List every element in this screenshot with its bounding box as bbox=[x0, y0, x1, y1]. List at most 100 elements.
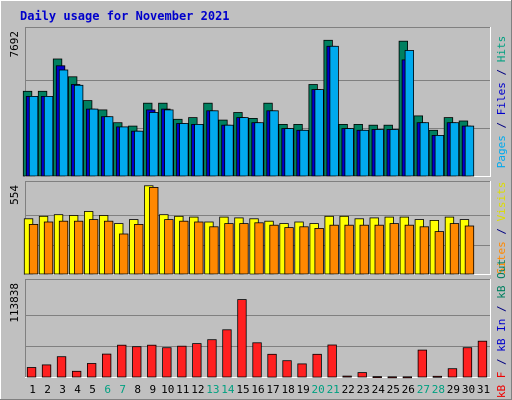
bar-kb-f bbox=[41, 364, 52, 378]
day-label: 19 bbox=[296, 383, 309, 396]
day-label: 30 bbox=[462, 383, 475, 396]
bar-kb-f bbox=[117, 344, 127, 378]
chart-panels: 7692 Pages / Files / Hits 554 Sites / Visit… bbox=[8, 27, 508, 398]
bar-sites bbox=[224, 223, 234, 275]
y-max-label: 7692 bbox=[8, 31, 21, 58]
bar-pages bbox=[89, 108, 99, 177]
day-label: 31 bbox=[477, 383, 490, 396]
bar-sites bbox=[329, 224, 339, 275]
legend-segment: kB Out bbox=[495, 259, 508, 299]
bar-pages bbox=[104, 116, 114, 177]
bar-pages bbox=[284, 128, 294, 177]
bar-kb-f bbox=[192, 343, 202, 378]
day-label: 9 bbox=[149, 383, 156, 396]
bar-sites bbox=[209, 226, 219, 275]
bar-sites bbox=[434, 231, 445, 275]
bar-pages bbox=[404, 50, 415, 177]
bar-kb-f bbox=[162, 347, 172, 378]
panel-hits-files-pages: 7692 Pages / Files / Hits bbox=[8, 27, 508, 177]
day-label: 8 bbox=[134, 383, 141, 396]
bar-kb-f bbox=[267, 353, 277, 378]
legend-segment: Hits bbox=[495, 36, 508, 63]
bar-kb-f bbox=[327, 344, 337, 378]
bar-kb-f bbox=[342, 375, 352, 378]
bar-sites bbox=[359, 224, 369, 275]
bar-kb-f bbox=[282, 360, 292, 378]
day-label: 26 bbox=[402, 383, 415, 396]
bar-sites bbox=[239, 223, 249, 275]
legend-segment: Sites bbox=[495, 241, 508, 274]
bar-kb-f bbox=[222, 329, 232, 378]
bar-pages bbox=[119, 126, 129, 177]
bar-sites bbox=[449, 223, 460, 275]
bar-pages bbox=[314, 89, 324, 177]
day-label: 15 bbox=[236, 383, 249, 396]
bar-sites bbox=[389, 223, 399, 275]
bar-sites bbox=[43, 221, 54, 275]
bar-kb-f bbox=[477, 340, 488, 378]
bar-pages bbox=[254, 122, 264, 177]
bar-sites bbox=[344, 224, 354, 275]
day-label: 3 bbox=[59, 383, 66, 396]
bar-kb-f bbox=[237, 299, 247, 378]
bar-sites bbox=[314, 227, 324, 275]
bar-pages bbox=[224, 124, 234, 177]
bar-sites bbox=[419, 226, 430, 275]
bar-pages bbox=[329, 45, 339, 177]
day-label: 2 bbox=[44, 383, 51, 396]
day-label: 28 bbox=[432, 383, 445, 396]
bar-pages bbox=[194, 124, 204, 177]
legend-segment: / bbox=[495, 352, 508, 372]
y-max-label: 554 bbox=[8, 185, 21, 205]
bar-pages bbox=[374, 129, 384, 177]
legend-segment: / bbox=[495, 221, 508, 241]
bar-pages bbox=[449, 122, 460, 177]
bar-sites bbox=[58, 220, 69, 275]
legend-segment: / bbox=[495, 62, 508, 82]
day-label: 22 bbox=[342, 383, 355, 396]
bar-sites bbox=[119, 233, 129, 275]
bar-kb-f bbox=[87, 363, 97, 378]
legend-segment: / bbox=[495, 115, 508, 135]
bar-kb-f bbox=[56, 356, 67, 378]
bar-kb-f bbox=[252, 342, 262, 378]
day-label: 29 bbox=[447, 383, 460, 396]
legend-segment: kB F bbox=[495, 372, 508, 399]
bar-kb-f bbox=[297, 363, 307, 378]
bar-kb-f bbox=[26, 367, 37, 378]
bar-kb-f bbox=[402, 376, 413, 379]
bar-sites bbox=[464, 225, 475, 275]
bar-sites bbox=[269, 224, 279, 275]
day-label: 7 bbox=[119, 383, 126, 396]
bar-pages bbox=[434, 134, 445, 177]
bar-sites bbox=[28, 223, 39, 275]
bar-pages bbox=[344, 128, 354, 177]
bar-kb-f bbox=[432, 375, 443, 378]
legend-segment: Files bbox=[495, 82, 508, 115]
day-label: 12 bbox=[191, 383, 204, 396]
bar-sites bbox=[134, 223, 144, 275]
legend-segment: / bbox=[495, 299, 508, 319]
bar-pages bbox=[43, 96, 54, 177]
bar-sites bbox=[164, 219, 174, 275]
series-legend: Sites / Visits bbox=[495, 182, 508, 275]
day-label: 13 bbox=[206, 383, 219, 396]
bar-sites bbox=[299, 226, 309, 275]
bar-kb-f bbox=[462, 347, 473, 378]
day-label: 24 bbox=[372, 383, 386, 396]
x-axis-day-labels: 1 2 3 4 5 6 7 8 9 10 11 12 13 14 15 16 17 18 19 20 21 22 23 24 2… bbox=[29, 383, 490, 396]
bar-pages bbox=[389, 129, 399, 177]
bar-sites bbox=[374, 224, 384, 275]
bar-kb-f bbox=[132, 346, 142, 378]
legend-segment: Pages bbox=[495, 135, 508, 168]
bar-pages bbox=[179, 123, 189, 177]
bar-kb-f bbox=[312, 353, 322, 378]
bar-sites bbox=[74, 220, 84, 275]
day-label: 10 bbox=[161, 383, 174, 396]
bar-kb-f bbox=[417, 349, 428, 378]
panel-visits-sites: 554 Sites / Visits bbox=[8, 181, 508, 275]
bar-sites bbox=[194, 221, 204, 275]
series-legend: kB F / kB In / kB Out bbox=[495, 259, 508, 398]
bar-kb-f bbox=[102, 353, 112, 378]
day-label: 18 bbox=[281, 383, 294, 396]
